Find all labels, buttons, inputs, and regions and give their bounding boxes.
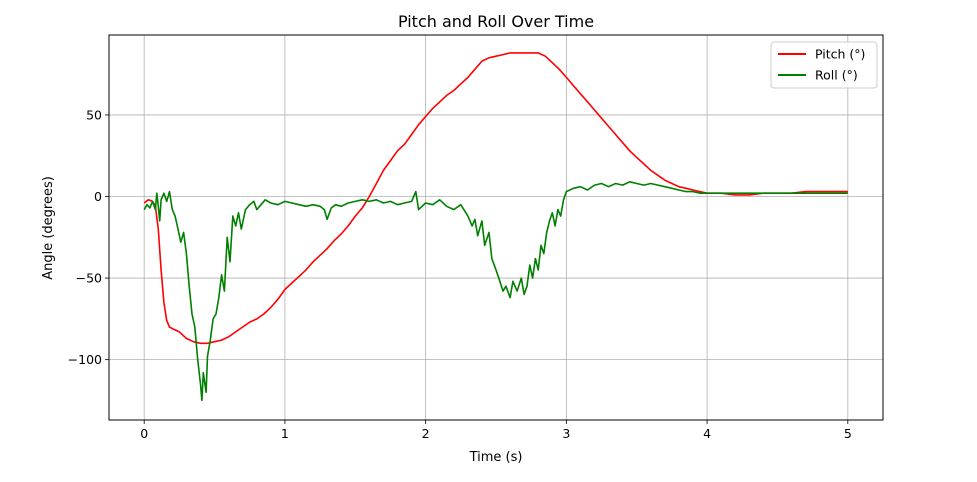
axis-ticks: 0 1 2 3 4 5 −100 −50 0 50 bbox=[68, 107, 852, 441]
x-axis-label: Time (s) bbox=[469, 450, 523, 465]
x-tick-label: 2 bbox=[422, 426, 430, 441]
x-tick-label: 1 bbox=[281, 426, 289, 441]
x-tick-label: 0 bbox=[140, 426, 148, 441]
x-tick-label: 5 bbox=[844, 426, 852, 441]
legend-label-pitch: Pitch (°) bbox=[815, 47, 865, 62]
series-line-pitch bbox=[143, 52, 848, 345]
x-tick-label: 3 bbox=[562, 426, 570, 441]
legend: Pitch (°) Roll (°) bbox=[770, 41, 878, 89]
y-tick-label: −100 bbox=[68, 352, 102, 367]
series-line-roll bbox=[143, 181, 848, 402]
y-tick-label: 0 bbox=[94, 189, 102, 204]
y-tick-label: 50 bbox=[86, 107, 102, 122]
chart-title: Pitch and Roll Over Time bbox=[398, 12, 594, 31]
series-lines bbox=[143, 52, 848, 402]
plot-frame bbox=[108, 34, 884, 421]
x-tick-label: 4 bbox=[703, 426, 711, 441]
legend-label-roll: Roll (°) bbox=[815, 68, 858, 83]
y-tick-label: −50 bbox=[76, 271, 102, 286]
grid-lines bbox=[109, 35, 883, 420]
y-axis-label: Angle (degrees) bbox=[41, 176, 56, 280]
